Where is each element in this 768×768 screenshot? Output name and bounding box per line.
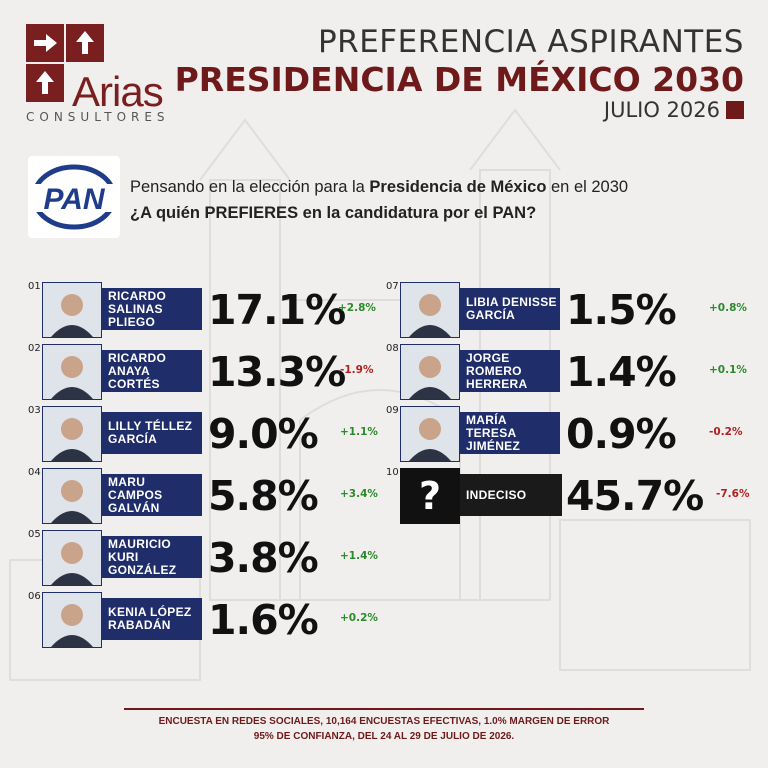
candidate-percentage: 9.0%: [208, 410, 319, 458]
candidate-percentage: 45.7%: [566, 472, 704, 520]
candidate-change: +2.8%: [338, 302, 376, 314]
candidate-number: 02: [28, 343, 41, 354]
candidate-number: 01: [28, 281, 41, 292]
candidate-name: LIBIA DENISSE GARCÍA: [460, 288, 560, 330]
candidate-name: JORGE ROMERO HERRERA: [460, 350, 560, 392]
candidate-row: 07 LIBIA DENISSE GARCÍA 1.5% +0.8%: [386, 281, 747, 338]
party-logo-text: PAN: [43, 183, 105, 216]
candidate-change: -0.2%: [709, 426, 743, 438]
brand-name: Arias: [72, 68, 164, 115]
footer-divider: [124, 708, 644, 710]
candidate-photo: [400, 282, 460, 338]
arrow-right-icon: [26, 24, 64, 62]
candidate-number: 04: [28, 467, 41, 478]
candidate-row: 09 MARÍA TERESA JIMÉNEZ 0.9% -0.2%: [386, 405, 746, 462]
candidate-row: 05 MAURICIO KURI GONZÁLEZ 3.8% +1.4%: [28, 529, 388, 586]
candidate-name: RICARDO SALINAS PLIEGO: [102, 288, 202, 330]
candidate-number: 03: [28, 405, 41, 416]
candidate-row: 10? INDECISO 45.7% -7.6%: [386, 467, 750, 524]
candidate-number: 05: [28, 529, 41, 540]
brand-logo: Arias CONSULTORES: [26, 24, 186, 124]
candidate-change: -7.6%: [716, 488, 750, 500]
candidate-row: 02 RICARDO ANAYA CORTÉS 13.3% -1.9%: [28, 343, 388, 400]
candidate-row: 04 MARU CAMPOS GALVÁN 5.8% +3.4%: [28, 467, 388, 524]
arrow-up-icon: [66, 24, 104, 62]
header-date: JULIO 2026: [603, 98, 720, 122]
candidate-name: MAURICIO KURI GONZÁLEZ: [102, 536, 202, 578]
question-intro: Pensando en la elección para la Presiden…: [130, 178, 629, 196]
candidate-percentage: 0.9%: [566, 410, 677, 458]
candidate-photo: [42, 344, 102, 400]
brand-logo-mark: [26, 24, 106, 104]
candidate-name: MARÍA TERESA JIMÉNEZ: [460, 412, 560, 454]
candidate-number: 08: [386, 343, 399, 354]
candidate-number: 09: [386, 405, 399, 416]
candidate-change: +0.8%: [709, 302, 747, 314]
candidate-change: +1.1%: [340, 426, 378, 438]
candidate-percentage: 3.8%: [208, 534, 319, 582]
candidate-percentage: 13.3%: [208, 348, 346, 396]
candidate-change: -1.9%: [340, 364, 374, 376]
header-line1: PREFERENCIA ASPIRANTES: [317, 24, 744, 60]
candidate-photo: [42, 530, 102, 586]
candidate-percentage: 1.5%: [566, 286, 677, 334]
arrow-up-icon: [26, 64, 64, 102]
candidate-photo: [400, 406, 460, 462]
candidate-percentage: 17.1%: [208, 286, 346, 334]
candidate-row: 08 JORGE ROMERO HERRERA 1.4% +0.1%: [386, 343, 747, 400]
candidate-change: +0.2%: [340, 612, 378, 624]
candidate-photo: [42, 282, 102, 338]
candidate-row: 03 LILLY TÉLLEZ GARCÍA 9.0% +1.1%: [28, 405, 388, 462]
candidate-number: 06: [28, 591, 41, 602]
candidate-percentage: 5.8%: [208, 472, 319, 520]
candidate-name: KENIA LÓPEZ RABADÁN: [102, 598, 202, 640]
candidate-name: RICARDO ANAYA CORTÉS: [102, 350, 202, 392]
party-logo: PAN: [28, 156, 120, 238]
page-title: PRESIDENCIA DE MÉXICO 2030: [174, 60, 744, 99]
candidate-number: 07: [386, 281, 399, 292]
footer-dates: 95% DE CONFIANZA, DEL 24 AL 29 DE JULIO …: [253, 731, 515, 742]
candidate-row: 06 KENIA LÓPEZ RABADÁN 1.6% +0.2%: [28, 591, 388, 648]
candidate-name: INDECISO: [460, 474, 562, 516]
candidate-number: 10: [386, 467, 399, 478]
candidate-photo: [42, 592, 102, 648]
candidate-name: MARU CAMPOS GALVÁN: [102, 474, 202, 516]
candidate-row: 01 RICARDO SALINAS PLIEGO 17.1% +2.8%: [28, 281, 388, 338]
candidate-change: +1.4%: [340, 550, 378, 562]
candidate-percentage: 1.4%: [566, 348, 677, 396]
candidate-photo: [42, 468, 102, 524]
candidate-name: LILLY TÉLLEZ GARCÍA: [102, 412, 202, 454]
candidate-change: +3.4%: [340, 488, 378, 500]
footer-methodology: ENCUESTA EN REDES SOCIALES, 10,164 ENCUE…: [158, 716, 610, 727]
candidate-photo: [400, 344, 460, 400]
candidate-percentage: 1.6%: [208, 596, 319, 644]
question-mark-icon: ?: [400, 468, 460, 524]
date-square-icon: [726, 101, 744, 119]
question-text: ¿A quién PREFIERES en la candidatura por…: [130, 204, 537, 222]
brand-subtitle: CONSULTORES: [26, 110, 170, 124]
candidate-change: +0.1%: [709, 364, 747, 376]
candidate-photo: [42, 406, 102, 462]
